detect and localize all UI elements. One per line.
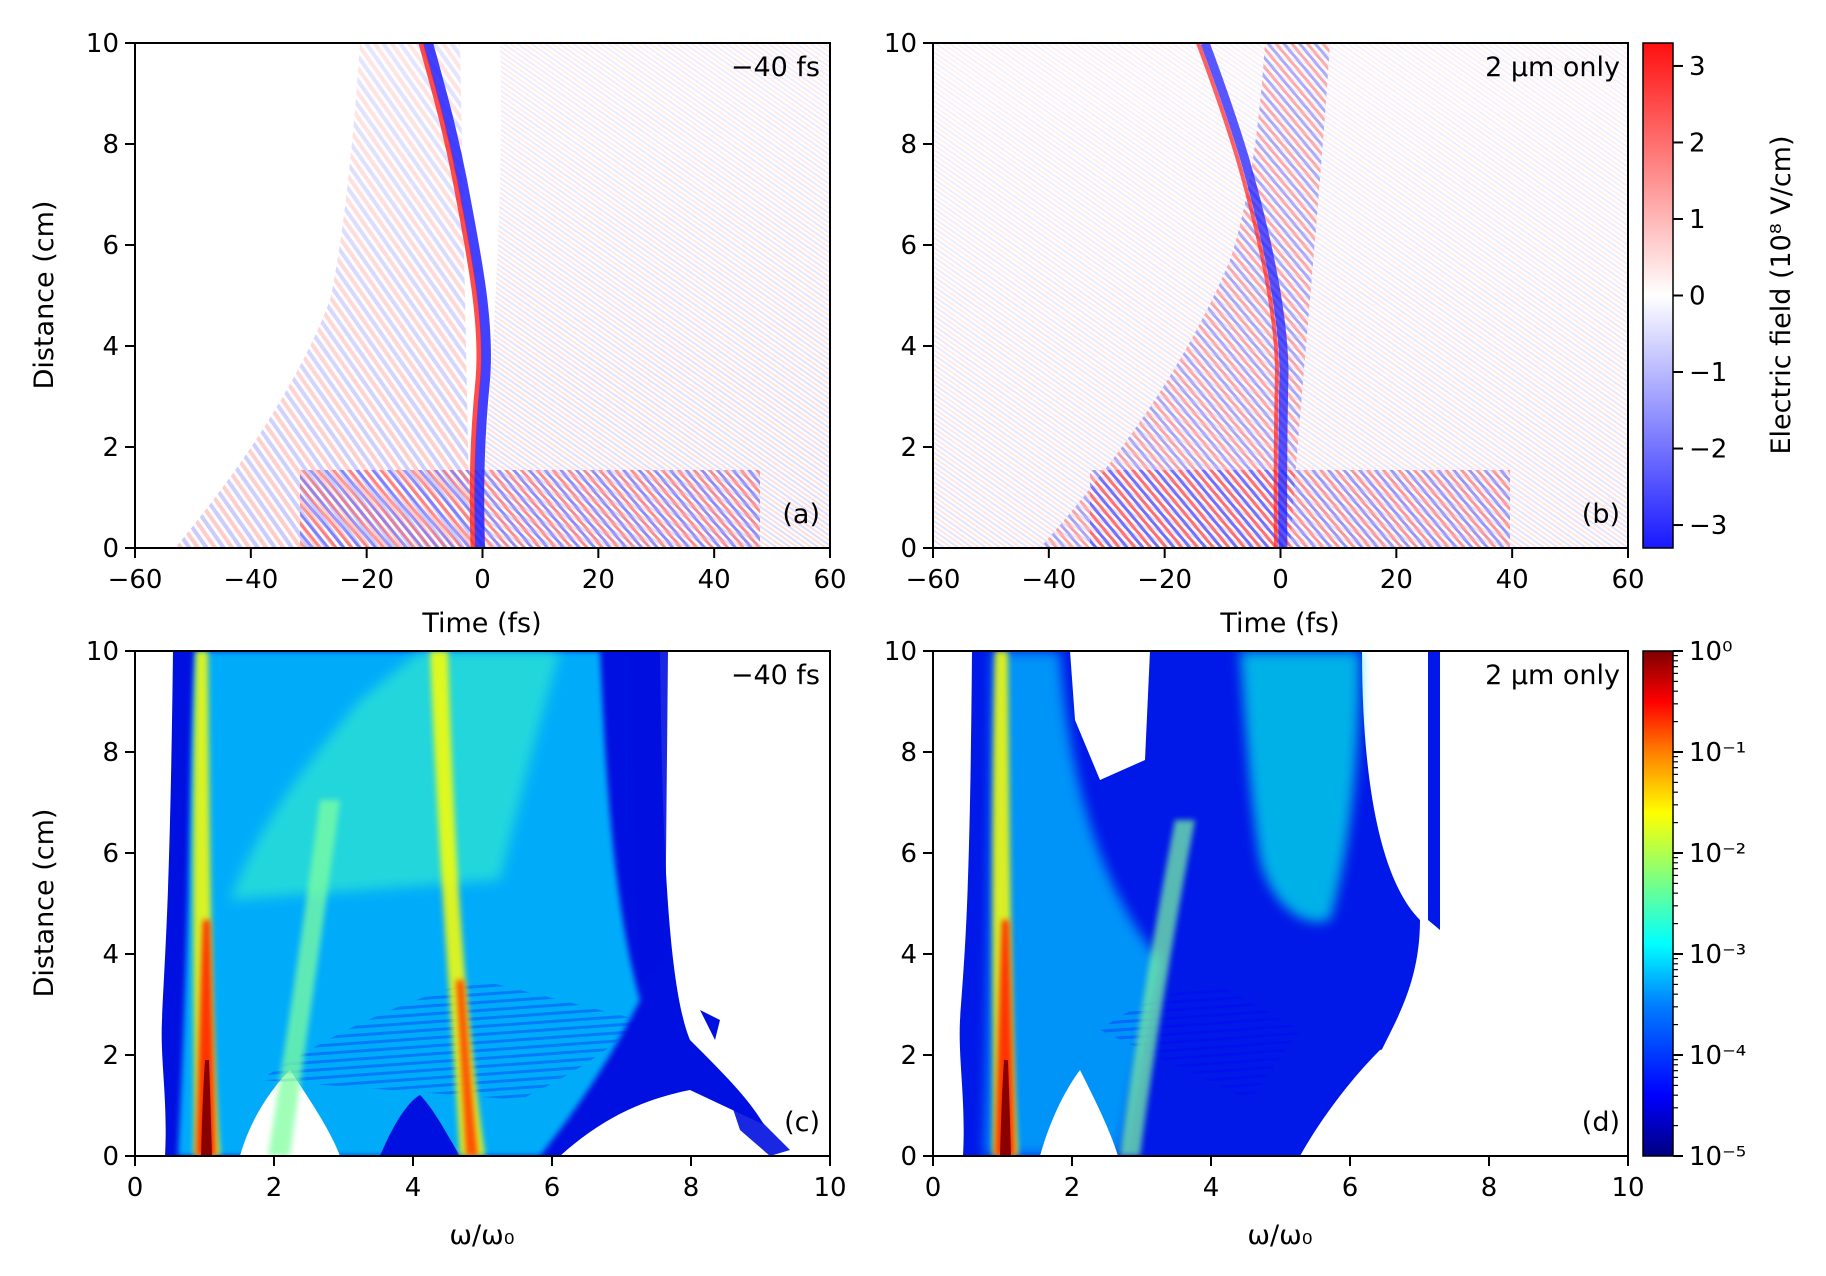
panel-d-ticks: 0 2 4 6 8 10 0 2 4 6 8 10 [884, 637, 1645, 1203]
panel-d-frame [932, 650, 1629, 1157]
spectrum-colorbar-tick-label: 10⁰ [1689, 637, 1733, 667]
panel-a-corner-label: −40 fs [731, 52, 820, 83]
x-tick-label: 60 [1611, 565, 1644, 595]
y-tick-label: 6 [900, 839, 917, 869]
spectrum-colorbar-tick-label: 10⁻¹ [1689, 738, 1746, 768]
y-tick-label: 2 [102, 433, 119, 463]
panel-c-ticks: 0 2 4 6 8 10 0 2 4 6 8 10 [86, 637, 847, 1203]
x-tick-label: 20 [582, 565, 615, 595]
panel-d-xlabel: ω/ω₀ [1247, 1220, 1312, 1251]
x-tick-label: 0 [1272, 565, 1289, 595]
field-colorbar-tick-label: −3 [1689, 511, 1727, 541]
y-tick-label: 6 [102, 231, 119, 261]
y-tick-label: 6 [900, 231, 917, 261]
panel-b-heatmap [933, 43, 1628, 548]
panel-d-heatmap [933, 651, 1628, 1156]
panel-c-ylabel: Distance (cm) [29, 809, 60, 998]
y-tick-label: 4 [900, 940, 917, 970]
panel-a-xlabel: Time (fs) [421, 608, 541, 639]
x-tick-label: 20 [1380, 565, 1413, 595]
panel-a: −60 −40 −20 0 20 40 60 0 2 4 6 8 10 −40 fs (a) Time … [29, 29, 847, 639]
panel-c-frame [134, 650, 831, 1157]
x-tick-label: −60 [906, 565, 961, 595]
y-tick-label: 8 [900, 130, 917, 160]
field-colorbar-tick-label: −2 [1689, 435, 1727, 465]
panel-c: 0 2 4 6 8 10 0 2 4 6 8 10 −40 fs (c) ω/ω₀ Distance … [29, 637, 847, 1251]
y-tick-label: 8 [102, 130, 119, 160]
y-tick-label: 0 [900, 1142, 917, 1172]
x-tick-label: 40 [1496, 565, 1529, 595]
x-tick-label: 10 [813, 1173, 846, 1203]
x-tick-label: 8 [683, 1173, 700, 1203]
x-tick-label: 40 [698, 565, 731, 595]
y-tick-label: 4 [102, 940, 119, 970]
panel-c-xlabel: ω/ω₀ [449, 1220, 514, 1251]
y-tick-label: 10 [86, 29, 119, 59]
y-tick-label: 0 [102, 534, 119, 564]
x-tick-label: −60 [108, 565, 163, 595]
panel-a-ticks: −60 −40 −20 0 20 40 60 0 2 4 6 8 10 [86, 29, 847, 595]
spectrum-colorbar-ticks: 10⁰ 10⁻¹ 10⁻² 10⁻³ 10⁻⁴ 10⁻⁵ [1673, 637, 1746, 1172]
y-tick-label: 8 [900, 738, 917, 768]
spectrum-colorbar-tick-label: 10⁻³ [1689, 940, 1746, 970]
panel-b-ticks: −60 −40 −20 0 20 40 60 0 2 4 6 8 10 [884, 29, 1645, 595]
x-tick-label: 0 [127, 1173, 144, 1203]
spectrum-colorbar [1642, 650, 1674, 1157]
x-tick-label: 6 [544, 1173, 561, 1203]
x-tick-label: 6 [1342, 1173, 1359, 1203]
y-tick-label: 0 [102, 1142, 119, 1172]
panel-b-xlabel: Time (fs) [1219, 608, 1339, 639]
x-tick-label: 4 [405, 1173, 422, 1203]
x-tick-label: 10 [1611, 1173, 1644, 1203]
field-colorbar-label: Electric field (10⁸ V/cm) [1766, 135, 1797, 454]
panel-d-corner-label: 2 μm only [1485, 660, 1620, 691]
spectrum-colorbar-tick-label: 10⁻⁴ [1689, 1041, 1746, 1071]
y-tick-label: 2 [900, 433, 917, 463]
x-tick-label: 4 [1203, 1173, 1220, 1203]
spectrum-colorbar-tick-label: 10⁻² [1689, 839, 1746, 869]
y-tick-label: 10 [86, 637, 119, 667]
x-tick-label: −20 [1137, 565, 1192, 595]
y-tick-label: 2 [900, 1041, 917, 1071]
panel-d: 0 2 4 6 8 10 0 2 4 6 8 10 2 μm only (d) ω/ω₀ 10⁰ 10⁻… [884, 637, 1746, 1251]
panel-c-corner-label: −40 fs [731, 660, 820, 691]
panel-a-ylabel: Distance (cm) [29, 201, 60, 390]
y-tick-label: 0 [900, 534, 917, 564]
field-colorbar-ticks: −3 −2 −1 0 1 2 3 [1673, 52, 1727, 541]
y-tick-label: 6 [102, 839, 119, 869]
panel-a-label: (a) [782, 499, 820, 530]
panel-b-corner-label: 2 μm only [1485, 52, 1620, 83]
x-tick-label: 0 [925, 1173, 942, 1203]
y-tick-label: 2 [102, 1041, 119, 1071]
x-tick-label: −40 [223, 565, 278, 595]
x-tick-label: 2 [266, 1173, 283, 1203]
y-tick-label: 8 [102, 738, 119, 768]
panel-b-label: (b) [1582, 499, 1620, 530]
x-tick-label: 0 [474, 565, 491, 595]
x-tick-label: −20 [339, 565, 394, 595]
x-tick-label: 60 [813, 565, 846, 595]
panel-d-label: (d) [1582, 1107, 1620, 1138]
x-tick-label: −40 [1021, 565, 1076, 595]
field-colorbar-tick-label: 1 [1689, 205, 1706, 235]
panel-c-label: (c) [784, 1107, 820, 1138]
field-colorbar-tick-label: −1 [1689, 358, 1727, 388]
panel-a-heatmap [135, 43, 830, 548]
field-colorbar-tick-label: 0 [1689, 282, 1706, 312]
x-tick-label: 8 [1481, 1173, 1498, 1203]
panel-c-heatmap [135, 651, 830, 1156]
y-tick-label: 4 [102, 332, 119, 362]
field-colorbar-tick-label: 2 [1689, 128, 1706, 158]
x-tick-label: 2 [1064, 1173, 1081, 1203]
y-tick-label: 10 [884, 29, 917, 59]
field-colorbar [1642, 42, 1674, 549]
field-colorbar-tick-label: 3 [1689, 52, 1706, 82]
spectrum-colorbar-tick-label: 10⁻⁵ [1689, 1142, 1746, 1172]
y-tick-label: 4 [900, 332, 917, 362]
y-tick-label: 10 [884, 637, 917, 667]
